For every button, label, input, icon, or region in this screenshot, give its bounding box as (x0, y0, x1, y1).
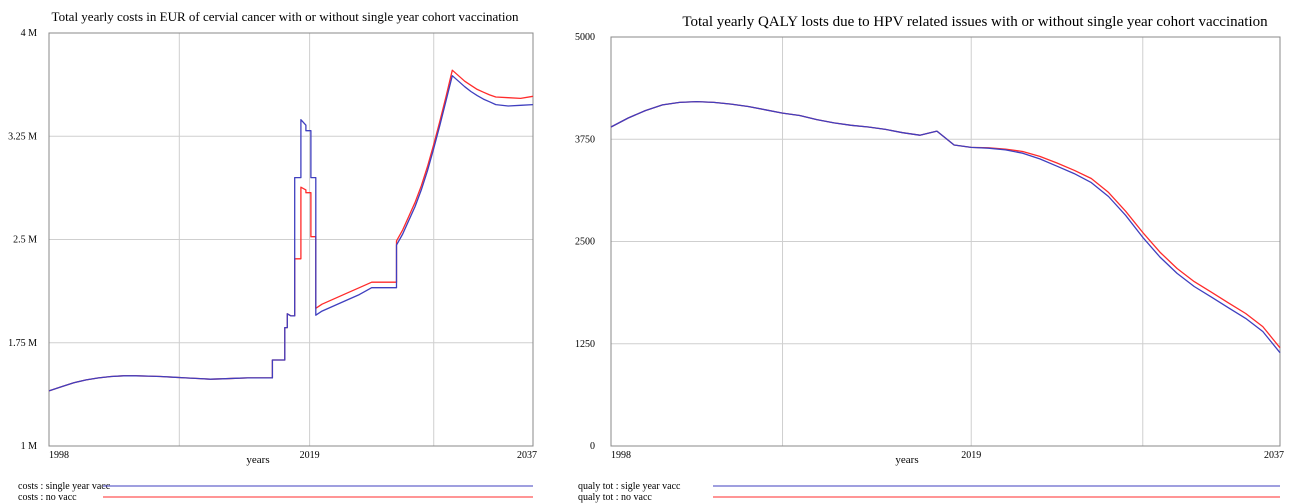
x-tick-label: 2019 (961, 450, 981, 461)
legend-label: qualy tot : no vacc (578, 492, 652, 503)
x-axis-label: years (246, 454, 269, 466)
legend-label: costs : no vacc (18, 492, 77, 503)
chart-1: Total yearly costs in EUR of cervial can… (8, 9, 537, 503)
chart-title: Total yearly costs in EUR of cervial can… (52, 9, 519, 24)
legend-label: costs : single year vacc (18, 481, 111, 492)
y-tick-label: 3750 (575, 134, 595, 145)
y-tick-label: 1.75 M (8, 338, 37, 349)
series-line-1 (48, 75, 534, 392)
x-axis-label: years (895, 454, 918, 466)
chart-title: Total yearly QALY losts due to HPV relat… (682, 14, 1268, 30)
x-tick-label: 1998 (611, 450, 631, 461)
y-tick-label: 1250 (575, 339, 595, 350)
x-tick-label: 2037 (1264, 450, 1284, 461)
legend-label: qualy tot : sigle year vacc (578, 481, 681, 492)
x-tick-label: 1998 (49, 450, 69, 461)
y-tick-label: 4 M (21, 28, 38, 39)
y-tick-label: 5000 (575, 32, 595, 43)
plot-frame (48, 32, 534, 447)
y-tick-label: 2.5 M (13, 235, 37, 246)
x-tick-label: 2037 (517, 450, 537, 461)
chart-2: Total yearly QALY losts due to HPV relat… (575, 14, 1284, 503)
y-tick-label: 3.25 M (8, 131, 37, 142)
y-tick-label: 1 M (21, 441, 38, 452)
x-tick-label: 2019 (300, 450, 320, 461)
plot-frame (610, 36, 1281, 447)
y-tick-label: 2500 (575, 237, 595, 248)
y-tick-label: 0 (590, 441, 595, 452)
series-line-1 (610, 100, 1281, 354)
